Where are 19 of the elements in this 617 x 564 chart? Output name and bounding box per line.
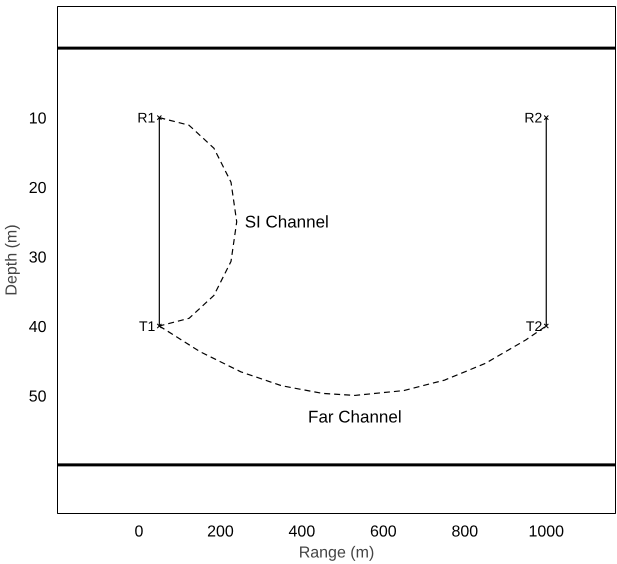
y-tick-label: 10 <box>28 110 47 128</box>
x-tick-label: 800 <box>451 524 478 540</box>
annotation: SI Channel <box>244 212 329 232</box>
x-tick-label: 1000 <box>528 524 564 540</box>
y-tick-label: 40 <box>28 318 47 336</box>
x-tick-label: 600 <box>370 524 397 540</box>
annotation: T1 <box>138 318 156 334</box>
y-tick-label: 50 <box>28 388 47 406</box>
x-tick-label: 400 <box>288 524 316 540</box>
y-tick-label: 20 <box>28 180 47 198</box>
annotation: R2 <box>524 110 542 126</box>
x-tick-label: 200 <box>207 524 234 540</box>
y-axis-title: Depth (m) <box>4 224 21 296</box>
annotation: T2 <box>526 318 542 334</box>
x-tick-label: 0 <box>134 524 144 540</box>
y-tick-label: 30 <box>28 250 47 267</box>
annotation: Far Channel <box>308 407 402 426</box>
x-axis-title: Range (m) <box>298 544 374 562</box>
annotation: R1 <box>137 110 156 126</box>
